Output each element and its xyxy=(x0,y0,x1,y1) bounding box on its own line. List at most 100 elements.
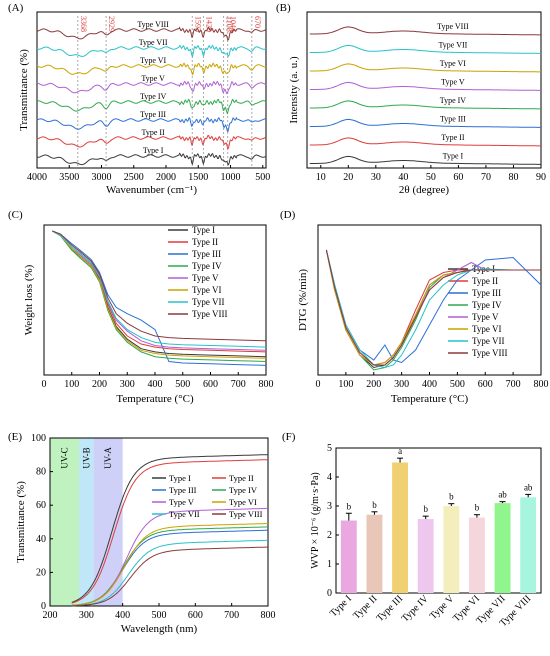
series-line xyxy=(309,137,541,147)
x-tick-label: 700 xyxy=(506,379,521,390)
x-tick-label: 10 xyxy=(316,172,326,183)
series-label: Type VI xyxy=(140,56,167,65)
band-label: UV-B xyxy=(81,447,91,468)
series-line xyxy=(52,230,267,362)
series-label: Type I xyxy=(443,152,464,161)
series-line xyxy=(309,81,541,91)
x-tick-label: 500 xyxy=(175,379,190,390)
series-line xyxy=(52,230,267,359)
series-line xyxy=(309,44,541,54)
x-tick-label: 3500 xyxy=(59,172,79,183)
x-tick-label: 400 xyxy=(422,379,437,390)
chart-a: (A) 4000 3500 3000 2500 2000 1500 1000 500 Wavenu… xyxy=(8,2,270,196)
y-tick-label: 5 xyxy=(327,443,332,454)
x-tick-label: 0 xyxy=(316,379,321,390)
x-tick-label: 200 xyxy=(366,379,381,390)
bar xyxy=(443,506,460,593)
legend-label: Type VI xyxy=(192,285,221,295)
series-line xyxy=(309,26,541,36)
y-tick-label: 100 xyxy=(31,433,46,444)
series-line xyxy=(325,249,541,366)
legend-label: Type V xyxy=(169,497,195,507)
legend-label: Type VIII xyxy=(472,348,507,358)
band-label: UV-C xyxy=(60,447,70,468)
x-tick-label: 200 xyxy=(92,379,107,390)
significance-letter: b xyxy=(449,492,454,502)
y-tick-label: 40 xyxy=(36,534,46,545)
chart-d: (D) 0 100 200 300 400 500 600 700 800 Temperature … xyxy=(280,209,549,405)
x-tick-label: 500 xyxy=(450,379,465,390)
x-tick-label: 400 xyxy=(115,610,130,621)
bar xyxy=(520,497,537,593)
x-tick-label: 300 xyxy=(120,379,135,390)
chart-e: (E) UV-C UV-B UV-A 200 300 400 500 600 700 800 0 20 4… xyxy=(8,431,276,635)
series-line xyxy=(52,230,267,342)
bar xyxy=(417,519,434,593)
y-tick-label: 0 xyxy=(327,588,332,599)
x-tick-label: Type III xyxy=(375,593,406,624)
y-axis-label: WVP × 10⁻⁶ (g/m·s·Pa) xyxy=(310,472,321,569)
legend-label: Type VII xyxy=(169,509,200,519)
significance-letter: b xyxy=(475,503,480,513)
x-tick-label: 600 xyxy=(478,379,493,390)
series-label: Type II xyxy=(441,133,465,142)
legend-label: Type III xyxy=(472,288,501,298)
x-axis-label: 2θ (degree) xyxy=(399,184,449,196)
series-label: Type IV xyxy=(440,96,467,105)
y-tick-label: 80 xyxy=(36,467,46,478)
y-tick-label: 0 xyxy=(41,601,46,612)
legend-label: Type VIII xyxy=(229,509,263,519)
y-axis-label: Weight loss (%) xyxy=(23,264,35,335)
series-label: Type II xyxy=(142,128,166,137)
series-label: Type I xyxy=(143,146,164,155)
series-label: Type V xyxy=(141,74,165,83)
peak-annotation: 670 xyxy=(253,16,262,28)
series-line xyxy=(309,118,541,128)
series-line xyxy=(71,523,269,606)
x-tick-label: 500 xyxy=(152,610,167,621)
x-tick-label: 200 xyxy=(43,610,58,621)
legend-label: Type IV xyxy=(229,485,258,495)
panel-label: (F) xyxy=(282,431,296,443)
peak-annotation: 1593 xyxy=(193,16,202,32)
legend-label: Type VI xyxy=(472,324,501,334)
x-axis-label: Wavenumber (cm⁻¹) xyxy=(106,184,197,196)
band-label: UV-A xyxy=(103,447,113,469)
uv-band xyxy=(79,438,94,606)
peak-annotation: 1044 xyxy=(229,16,238,32)
y-tick-label: 1 xyxy=(327,559,332,570)
x-axis-label: Temperature (°C) xyxy=(391,393,469,405)
legend-label: Type IV xyxy=(472,300,502,310)
legend-label: Type II xyxy=(472,276,498,286)
y-axis-label: Intensity (a. u.) xyxy=(288,56,300,124)
x-tick-label: 40 xyxy=(398,172,408,183)
legend-label: Type V xyxy=(192,273,219,283)
series-line xyxy=(71,546,269,607)
x-tick-label: 800 xyxy=(259,379,274,390)
series-label: Type III xyxy=(440,115,466,124)
x-tick-label: 100 xyxy=(64,379,79,390)
y-axis-label: DTG (%/min) xyxy=(297,269,309,331)
series-label: Type VIII xyxy=(137,20,169,29)
bar xyxy=(468,517,485,593)
x-tick-label: 500 xyxy=(255,172,270,183)
y-tick-label: 60 xyxy=(36,500,46,511)
series-line xyxy=(309,155,541,165)
bar xyxy=(392,462,409,593)
significance-letter: ab xyxy=(524,482,533,492)
panel-label: (C) xyxy=(8,209,23,221)
x-tick-label: 80 xyxy=(508,172,518,183)
y-axis-label: Transmittance (%) xyxy=(18,49,30,131)
legend-label: Type I xyxy=(169,473,191,483)
x-tick-label: 600 xyxy=(188,610,203,621)
series-label: Type VII xyxy=(438,41,467,50)
series-label: Type V xyxy=(441,78,465,87)
legend-label: Type III xyxy=(192,249,221,259)
peak-annotation: 1420 xyxy=(204,16,213,32)
x-tick-label: 1500 xyxy=(188,172,208,183)
significance-letter: b xyxy=(347,501,352,511)
x-tick-label: 20 xyxy=(343,172,353,183)
bar xyxy=(494,503,511,593)
x-tick-label: 4000 xyxy=(27,172,47,183)
